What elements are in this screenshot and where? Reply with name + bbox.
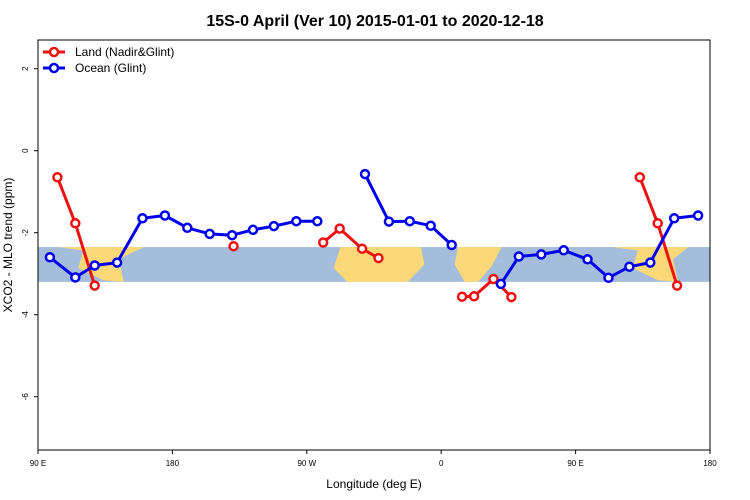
- legend: Land (Nadir&Glint) Ocean (Glint): [43, 45, 174, 75]
- plot-frame: [37, 39, 711, 451]
- data-point: [383, 216, 395, 227]
- data-point: [513, 251, 525, 262]
- data-point: [70, 218, 81, 229]
- data-point: [634, 172, 646, 183]
- x-tick-label: 90 W: [297, 459, 316, 468]
- data-point: [247, 224, 259, 236]
- legend-label-ocean: Ocean (Glint): [75, 61, 146, 75]
- data-point: [468, 291, 480, 302]
- data-point: [70, 272, 81, 283]
- x-tick-label: 0: [439, 459, 444, 468]
- data-point: [89, 260, 100, 271]
- data-point: [692, 210, 704, 221]
- y-tick-label: -6: [21, 393, 30, 401]
- y-tick-label: -4: [21, 311, 30, 319]
- data-point: [204, 228, 215, 240]
- data-point: [334, 223, 345, 234]
- chart-title: 15S-0 April (Ver 10) 2015-01-01 to 2020-…: [206, 13, 543, 30]
- band-land: [333, 247, 425, 282]
- x-tick-label: 90 E: [567, 459, 583, 468]
- data-point: [506, 291, 517, 303]
- data-point: [291, 215, 302, 227]
- data-point: [425, 220, 436, 231]
- y-tick-label: -2: [21, 229, 30, 237]
- data-point: [645, 257, 656, 268]
- data-point: [356, 243, 368, 254]
- data-point: [111, 257, 123, 268]
- data-point: [668, 213, 680, 224]
- data-point: [536, 249, 547, 260]
- band-land: [454, 247, 502, 282]
- data-point: [312, 215, 323, 227]
- data-point: [456, 291, 468, 302]
- legend-marker-ocean: [48, 62, 60, 74]
- data-point: [89, 280, 100, 291]
- x-axis-label: Longitude (deg E): [326, 477, 421, 491]
- data-point: [52, 172, 63, 183]
- data-point: [446, 239, 457, 251]
- data-point: [495, 278, 507, 290]
- y-tick-label: 0: [21, 148, 30, 153]
- x-tick-label: 180: [703, 459, 717, 468]
- series-land: [52, 172, 683, 303]
- data-point: [373, 252, 384, 264]
- series-ocean: [44, 168, 704, 290]
- data-point: [404, 215, 416, 227]
- data-point: [624, 261, 635, 272]
- data-point: [228, 240, 239, 252]
- legend-marker-land: [48, 46, 60, 58]
- data-point: [488, 273, 499, 285]
- series-line: [363, 173, 453, 247]
- series-line: [322, 227, 380, 260]
- data-point: [268, 220, 280, 232]
- data-point: [603, 272, 614, 284]
- data-point: [359, 168, 371, 180]
- data-point: [137, 213, 148, 224]
- data-point: [317, 237, 329, 248]
- x-tick-label: 90 E: [30, 459, 46, 468]
- data-point: [558, 245, 569, 256]
- x-tick-label: 180: [166, 459, 180, 468]
- legend-label-land: Land (Nadir&Glint): [75, 45, 174, 59]
- y-tick-label: 2: [21, 66, 30, 71]
- data-point: [159, 210, 171, 221]
- series-line: [499, 214, 699, 285]
- data-point: [182, 222, 193, 234]
- data-point: [582, 254, 593, 265]
- data-point: [226, 229, 238, 241]
- data-point: [652, 218, 663, 229]
- y-axis-label: XCO2 - MLO trend (ppm): [1, 178, 15, 313]
- data-point: [44, 252, 56, 263]
- background-band: [38, 247, 710, 282]
- data-point: [671, 280, 683, 291]
